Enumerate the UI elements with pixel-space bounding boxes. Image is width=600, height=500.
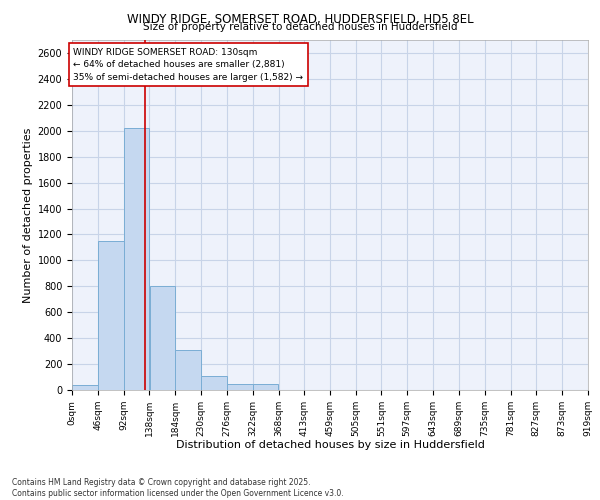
Text: Size of property relative to detached houses in Huddersfield: Size of property relative to detached ho… xyxy=(143,22,457,32)
Text: WINDY RIDGE, SOMERSET ROAD, HUDDERSFIELD, HD5 8EL: WINDY RIDGE, SOMERSET ROAD, HUDDERSFIELD… xyxy=(127,12,473,26)
Bar xyxy=(201,376,227,390)
Text: Contains HM Land Registry data © Crown copyright and database right 2025.
Contai: Contains HM Land Registry data © Crown c… xyxy=(12,478,344,498)
Bar xyxy=(227,384,253,390)
Y-axis label: Number of detached properties: Number of detached properties xyxy=(23,128,34,302)
X-axis label: Distribution of detached houses by size in Huddersfield: Distribution of detached houses by size … xyxy=(176,440,484,450)
Bar xyxy=(72,385,98,390)
Bar xyxy=(175,350,201,390)
Bar xyxy=(149,286,175,390)
Bar xyxy=(253,384,278,390)
Bar xyxy=(98,241,124,390)
Bar xyxy=(124,128,149,390)
Text: WINDY RIDGE SOMERSET ROAD: 130sqm
← 64% of detached houses are smaller (2,881)
3: WINDY RIDGE SOMERSET ROAD: 130sqm ← 64% … xyxy=(73,48,303,82)
